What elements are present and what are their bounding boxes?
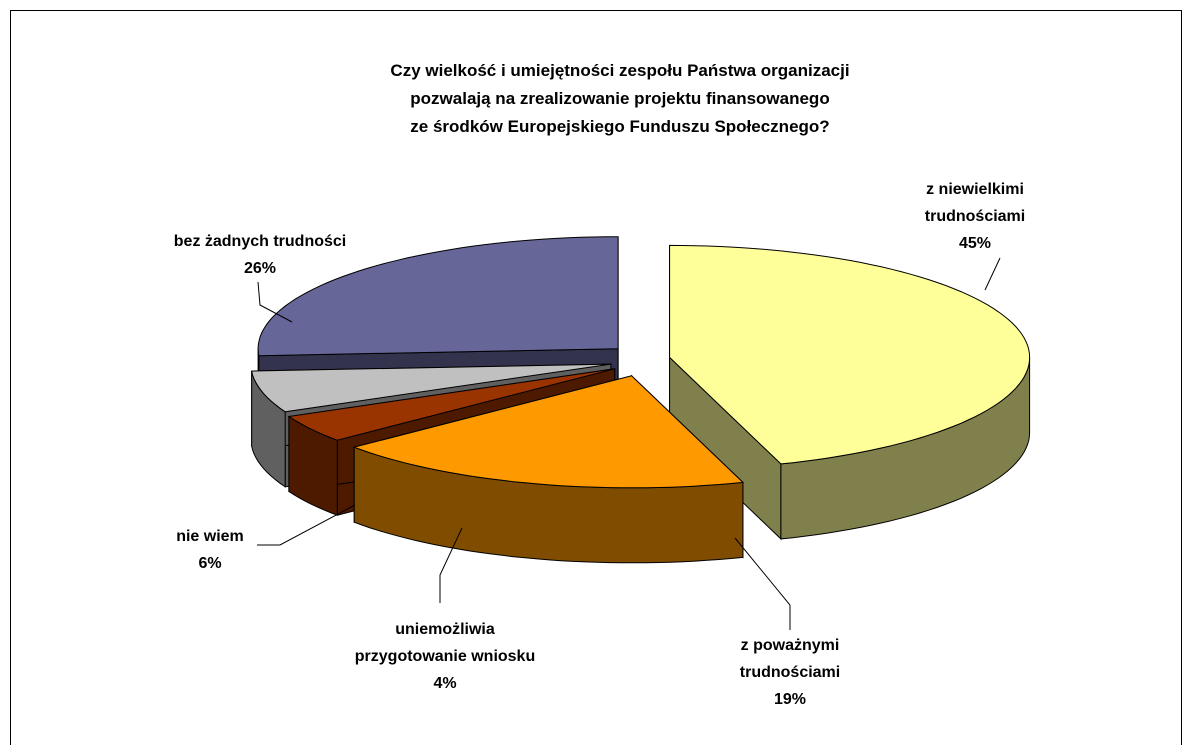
slice-label: nie wiem [176,528,244,545]
slice-value-label: 4% [433,675,456,692]
leader-line [984,257,1001,291]
slice-top [257,236,619,357]
slice-label: bez żadnych trudności [174,233,346,250]
slice-label: uniemożliwia przygotowanie wniosku [355,621,535,665]
leader-line [439,527,463,603]
slice-label: z poważnymi trudnościami [740,637,840,681]
slice-label: z niewielkimi trudnościami [925,181,1025,225]
slice-value-label: 19% [774,691,806,708]
leader-line [257,281,293,323]
slice [669,244,1031,541]
slice-top [352,375,745,489]
slice-value-label: 26% [244,260,276,277]
slice [352,374,745,564]
slice-top [287,368,615,441]
slice-top [669,244,1031,465]
slice-value-label: 45% [959,235,991,252]
leader-line [734,537,791,630]
chart-title: Czy wielkość i umiejętności zespołu Pańs… [390,61,849,136]
leader-line [257,504,356,546]
slice-top [251,363,611,413]
slice-value-label: 6% [198,555,221,572]
chart-frame [10,10,1182,745]
